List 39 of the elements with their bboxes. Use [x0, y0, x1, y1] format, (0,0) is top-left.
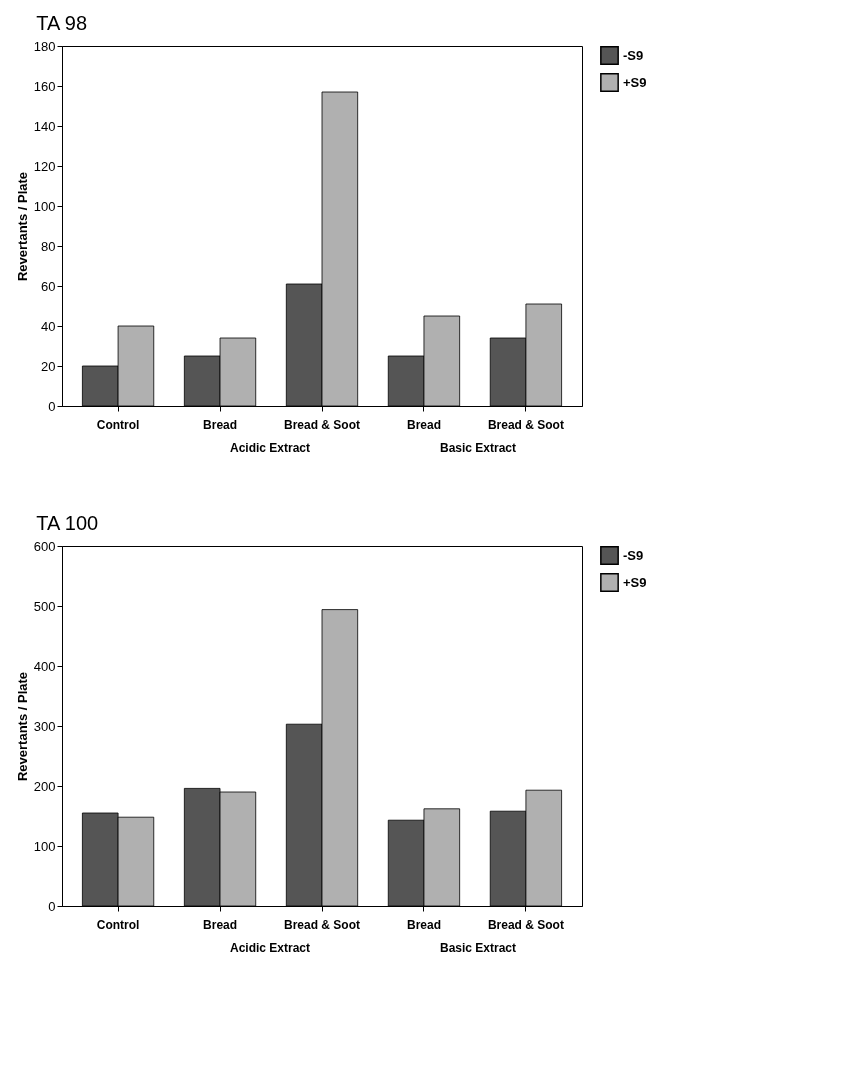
legend-label: +S9 [623, 74, 647, 90]
x-tick-label: Bread & Soot [487, 917, 564, 932]
x-tick-label: Bread & Soot [283, 417, 361, 432]
x-tick-label: Bread [406, 917, 441, 932]
text: Acidic Extract [229, 941, 311, 955]
y-tick-label: 300 [33, 718, 56, 734]
text: Acidic Extract [229, 441, 311, 455]
y-tick-label: 160 [33, 78, 56, 94]
y-tick-label: 400 [33, 658, 56, 674]
y-tick-label: 20 [41, 358, 56, 374]
chart-title: TA 100 [36, 512, 99, 534]
y-tick-label: 100 [33, 838, 56, 854]
y-tick-label: 140 [33, 118, 56, 134]
x-tick-label: Bread & Soot [283, 917, 361, 932]
y-tick-label: 200 [33, 778, 56, 794]
text: Basic Extract [439, 941, 517, 955]
x-tick-label: Bread [203, 917, 238, 932]
x-tick-label: Bread [406, 417, 441, 432]
x-tick-label: Control [96, 417, 140, 432]
y-tick-label: 40 [41, 318, 56, 334]
y-tick-label: 120 [33, 158, 56, 174]
y-tick-label: 100 [33, 198, 56, 214]
legend-label: -S9 [623, 547, 644, 563]
x-tick-label: Bread [203, 417, 238, 432]
x-tick-label: Bread & Soot [487, 417, 564, 432]
y-tick-label: 80 [41, 238, 56, 254]
y-tick-label: 0 [48, 398, 56, 414]
x-tick-label: Control [96, 917, 140, 932]
chart-title: TA 98 [36, 12, 88, 34]
y-tick-label: 500 [33, 598, 56, 614]
text: Basic Extract [439, 441, 517, 455]
y-axis-title: Revertants / Plate [14, 171, 30, 282]
y-axis-title: Revertants / Plate [14, 671, 30, 782]
y-tick-label: 180 [33, 38, 56, 54]
legend-label: +S9 [623, 574, 647, 590]
legend-label: -S9 [623, 47, 644, 63]
y-tick-label: 600 [33, 538, 56, 554]
y-tick-label: 60 [41, 278, 56, 294]
y-tick-label: 0 [48, 898, 56, 914]
